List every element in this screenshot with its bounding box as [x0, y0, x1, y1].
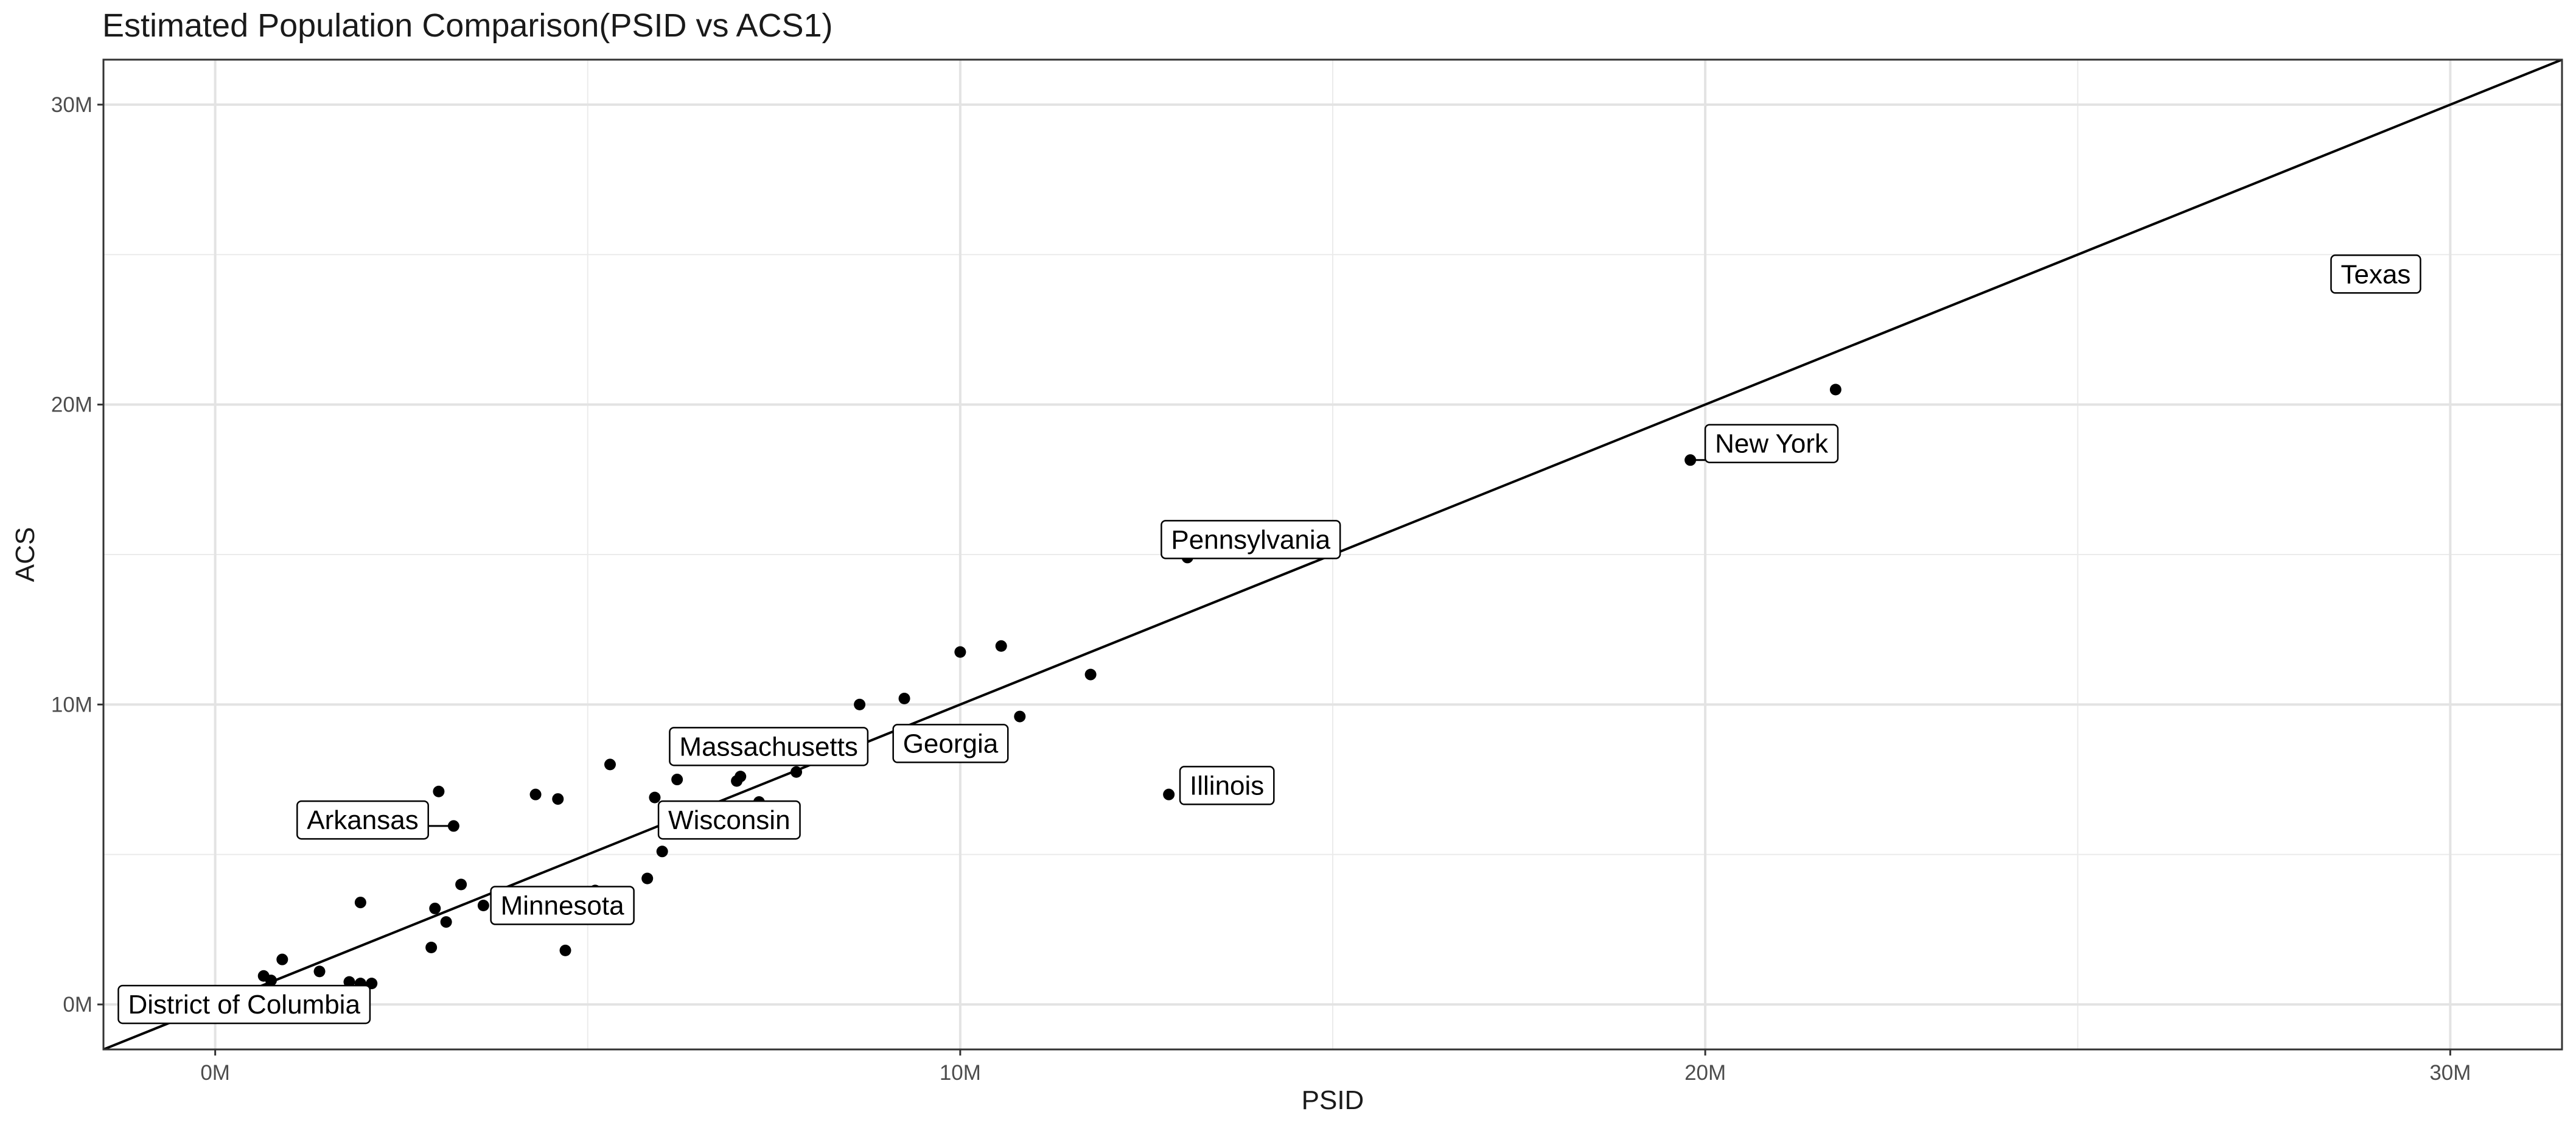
minor-gridlines [103, 60, 2562, 1049]
point-label-text: Texas [2340, 259, 2410, 289]
x-axis-ticks: 0M 10M 20M 30M [200, 1049, 2471, 1085]
point-label: Massachusetts [669, 727, 869, 766]
point-label-text: Minnesota [501, 891, 625, 920]
data-point [1014, 710, 1026, 723]
point-label-text: District of Columbia [128, 990, 360, 1020]
data-point [433, 785, 445, 797]
point-label-box [2330, 254, 2421, 294]
point-label-box [1179, 766, 1275, 805]
data-point [641, 872, 654, 884]
x-tick-label: 10M [940, 1061, 981, 1085]
data-point [1163, 788, 1175, 800]
point-label-text: Massachusetts [679, 732, 857, 762]
data-point [265, 975, 277, 987]
data-point [559, 944, 571, 956]
data-point [671, 774, 683, 786]
point-label-text: Pennsylvania [1171, 525, 1330, 555]
point-label: New York [1690, 424, 1839, 463]
data-point [440, 916, 452, 928]
point-label: Georgia [892, 724, 1009, 763]
data-point [649, 791, 661, 804]
y-tick-label: 0M [63, 993, 92, 1017]
data-point [898, 693, 910, 705]
data-point [1084, 668, 1097, 681]
point-label: District of Columbia [117, 984, 371, 1024]
point-label-text: Arkansas [307, 805, 418, 835]
data-point [735, 771, 747, 783]
data-point [529, 788, 542, 800]
y-tick-label: 30M [51, 93, 92, 117]
point-label-box [1704, 424, 1839, 463]
major-gridlines [103, 60, 2562, 1049]
point-label-box [490, 886, 635, 925]
y-tick-label: 20M [51, 393, 92, 417]
data-point [313, 965, 326, 978]
point-label-box [669, 727, 869, 766]
data-point [1829, 383, 1841, 396]
data-point [477, 899, 489, 911]
data-point [455, 878, 467, 891]
point-label-text: Illinois [1190, 771, 1264, 800]
point-label: Illinois [1179, 766, 1275, 805]
x-tick-label: 30M [2429, 1061, 2471, 1085]
x-tick-label: 20M [1684, 1061, 1726, 1085]
plot-panel-border [102, 58, 2563, 1051]
data-point [552, 793, 564, 805]
x-axis-title: PSID [1302, 1085, 1364, 1115]
point-label: Texas [2330, 254, 2421, 294]
data-point [791, 766, 803, 778]
point-label-box [657, 800, 801, 840]
data-point [425, 941, 438, 953]
point-label-text: Wisconsin [668, 805, 791, 835]
data-point [854, 698, 866, 710]
point-label-box [1161, 520, 1341, 559]
y-axis-title: ACS [10, 527, 40, 582]
point-labels: Texas New York Pennsylvania Illinois Georgia… [117, 254, 2421, 1024]
chart-title: Estimated Population Comparison(PSID vs … [102, 7, 833, 44]
x-tick-label: 0M [200, 1061, 230, 1085]
data-point [429, 902, 441, 914]
point-label-text: New York [1715, 429, 1829, 459]
y-tick-label: 10M [51, 693, 92, 716]
data-point [656, 846, 668, 858]
y-axis-ticks: 0M 10M 20M 30M [51, 93, 103, 1017]
data-point [954, 646, 966, 658]
data-point [995, 640, 1007, 652]
point-label: Minnesota [490, 886, 635, 925]
point-label: Wisconsin [657, 800, 801, 840]
point-label-text: Georgia [903, 729, 999, 758]
point-label-box [892, 724, 1009, 763]
point-label-box [117, 984, 371, 1024]
point-label: Arkansas [296, 800, 454, 840]
point-label: Pennsylvania [1161, 520, 1341, 559]
data-point [354, 897, 366, 909]
data-point [276, 953, 288, 965]
data-point [604, 758, 616, 771]
point-label-box [296, 800, 429, 840]
